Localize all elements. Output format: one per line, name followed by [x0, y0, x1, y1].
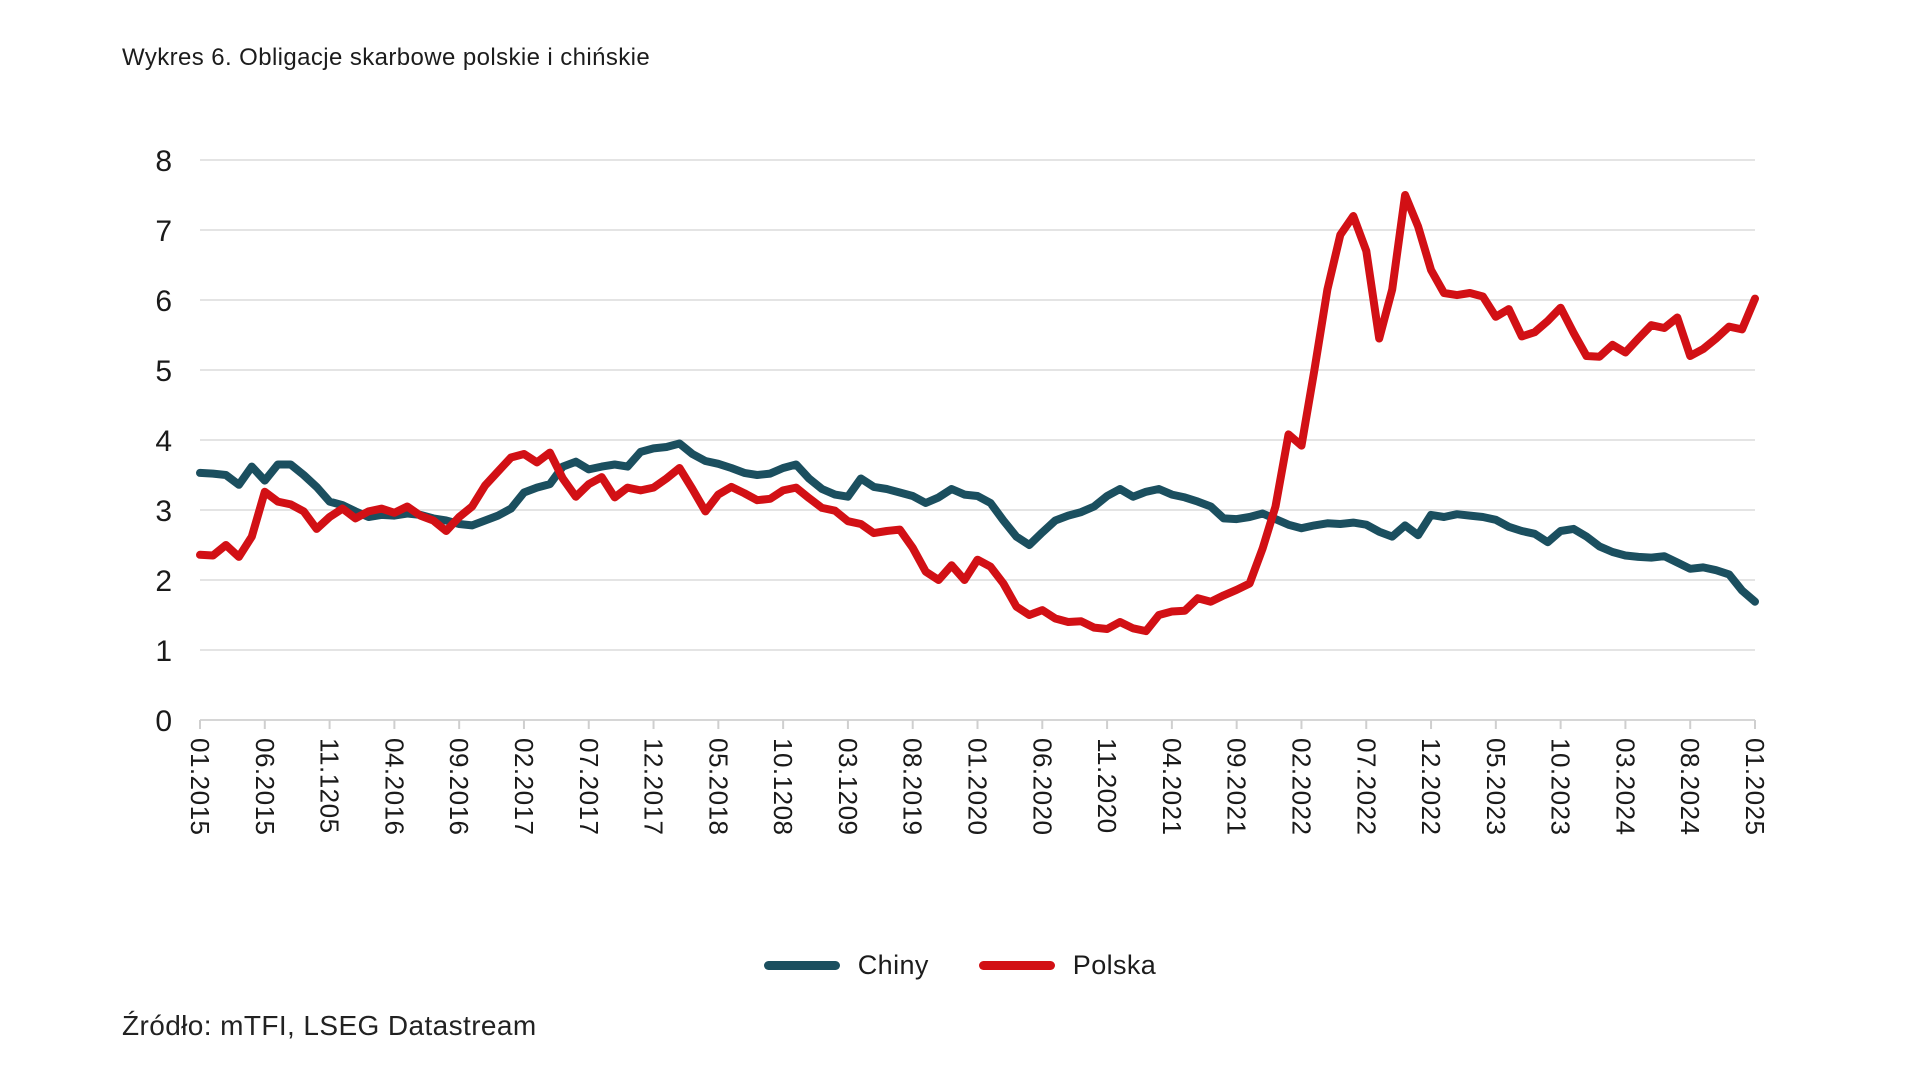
x-tick-label: 02.2017: [509, 738, 539, 835]
y-tick-label: 0: [155, 705, 172, 738]
x-tick-label: 09.2016: [444, 738, 474, 835]
chart-title: Wykres 6. Obligacje skarbowe polskie i c…: [122, 44, 651, 71]
series-line-polska: [196, 191, 1759, 636]
x-tick-label: 11.1205: [315, 738, 345, 834]
x-tick-label: 06.2015: [250, 738, 280, 835]
x-tick-label: 01.2020: [963, 738, 993, 835]
series-line-chiny: [196, 439, 1759, 606]
legend-label-chiny: Chiny: [857, 950, 929, 980]
x-tick-label: 07.2022: [1351, 738, 1381, 835]
x-tick-label: 11.2020: [1092, 738, 1122, 834]
x-tick-label: 04.2021: [1157, 738, 1187, 835]
chart-legend: Chiny Polska: [0, 950, 1920, 981]
y-tick-label: 1: [155, 635, 172, 668]
y-tick-label: 3: [155, 495, 172, 528]
source-note: Źródło: mTFI, LSEG Datastream: [122, 1010, 537, 1041]
x-tick-label: 06.2020: [1027, 738, 1057, 835]
x-tick-label: 04.2016: [379, 738, 409, 835]
x-tick-label: 01.2015: [185, 738, 215, 835]
x-tick-label: 05.2023: [1481, 738, 1511, 835]
x-tick-label: 03.2024: [1610, 738, 1640, 835]
legend-item-polska: Polska: [978, 950, 1157, 981]
y-tick-label: 6: [155, 285, 172, 318]
x-tick-label: 12.2022: [1416, 738, 1446, 835]
y-tick-label: 2: [155, 565, 172, 598]
y-tick-label: 4: [155, 425, 172, 458]
y-tick-label: 8: [155, 145, 172, 178]
x-tick-label: 03.1209: [833, 738, 863, 835]
x-tick-label: 05.2018: [703, 738, 733, 835]
y-tick-label: 7: [155, 215, 172, 248]
x-tick-label: 12.2017: [639, 738, 669, 835]
x-tick-label: 07.2017: [574, 738, 604, 835]
x-tick-label: 10.2023: [1546, 738, 1576, 835]
legend-item-chiny: Chiny: [763, 950, 929, 981]
x-tick-label: 01.2025: [1740, 738, 1770, 835]
legend-label-polska: Polska: [1072, 950, 1157, 980]
y-tick-label: 5: [155, 355, 172, 388]
x-tick-label: 02.2022: [1286, 738, 1316, 835]
x-tick-label: 09.2021: [1222, 738, 1252, 835]
chiny-line-swatch: [763, 961, 840, 970]
x-tick-label: 08.2019: [898, 738, 928, 835]
polska-line-swatch: [978, 961, 1055, 970]
x-tick-label: 08.2024: [1675, 738, 1705, 835]
x-tick-label: 10.1208: [768, 738, 798, 835]
